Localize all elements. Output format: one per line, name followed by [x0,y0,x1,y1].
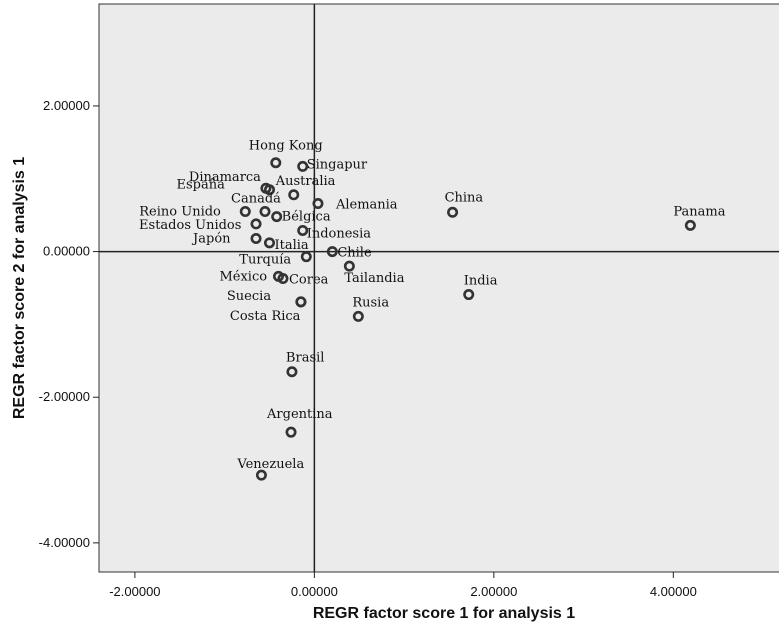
reference-lines [99,4,779,572]
data-point [277,273,289,285]
data-point [285,426,297,438]
point-label: Estados Unidos [139,218,241,233]
point-label: Turquía [239,253,291,268]
data-points [239,157,696,481]
data-point [684,219,696,231]
point-label: Chile [337,246,372,261]
point-labels: Hong Kong Singapur Dinamarca Australia Españ… [139,139,726,472]
point-label: Australia [275,174,336,189]
point-label: Bélgica [282,210,331,225]
data-point [270,157,282,169]
data-point [263,237,275,249]
data-point [447,206,459,218]
data-point [255,469,267,481]
point-label: España [177,178,226,193]
y-tick-label: -4.00000 [39,535,90,550]
data-point [326,246,338,258]
point-label: Brasil [286,351,325,366]
point-label: Tailandia [344,271,404,286]
point-label: Costa Rica [230,309,301,324]
point-label: Corea [289,273,329,288]
y-axis-title: REGR factor score 2 for analysis 1 [11,157,28,419]
point-label: Venezuela [236,457,304,472]
x-tick-label: 2.00000 [470,584,517,599]
point-label: Canadá [231,192,281,207]
data-point [297,224,309,236]
plot-area [98,3,779,573]
point-label: Reino Unido [139,205,221,220]
data-point [271,211,283,223]
data-point [343,260,355,272]
data-point [250,232,262,244]
data-point [295,296,307,308]
data-point [352,310,364,322]
x-tick-label: 4.00000 [650,584,697,599]
point-label: Japón [191,231,231,246]
point-label: Panama [673,204,725,219]
y-tick-label: 0.00000 [43,244,90,259]
point-label: Suecia [227,289,271,304]
x-tick-label: -2.00000 [109,584,160,599]
y-tick-label: 2.00000 [43,98,90,113]
point-label: Rusia [352,295,389,310]
data-point [250,218,262,230]
data-point [312,198,324,210]
data-point [263,184,275,196]
point-label: México [219,269,267,284]
data-point [288,189,300,201]
axes: -2.00000 0.00000 2.00000 4.00000 -4.00000 -2.… [39,98,697,599]
data-point [297,160,309,172]
point-label: India [464,274,498,289]
point-label: China [445,190,484,205]
data-point [259,206,271,218]
point-label: Italia [275,238,309,253]
y-tick-label: -2.00000 [39,389,90,404]
data-point [239,206,251,218]
point-label: Alemania [335,198,398,213]
data-point [463,289,475,301]
x-tick-label: 0.00000 [291,584,338,599]
point-label: Singapur [307,157,368,172]
point-label: Indonesia [307,226,372,241]
point-label: Dinamarca [189,170,261,185]
point-label: Argentina [266,407,333,422]
data-point [286,366,298,378]
x-axis-title: REGR factor score 1 for analysis 1 [313,605,575,622]
point-label: Hong Kong [249,139,323,154]
data-point [300,251,312,263]
